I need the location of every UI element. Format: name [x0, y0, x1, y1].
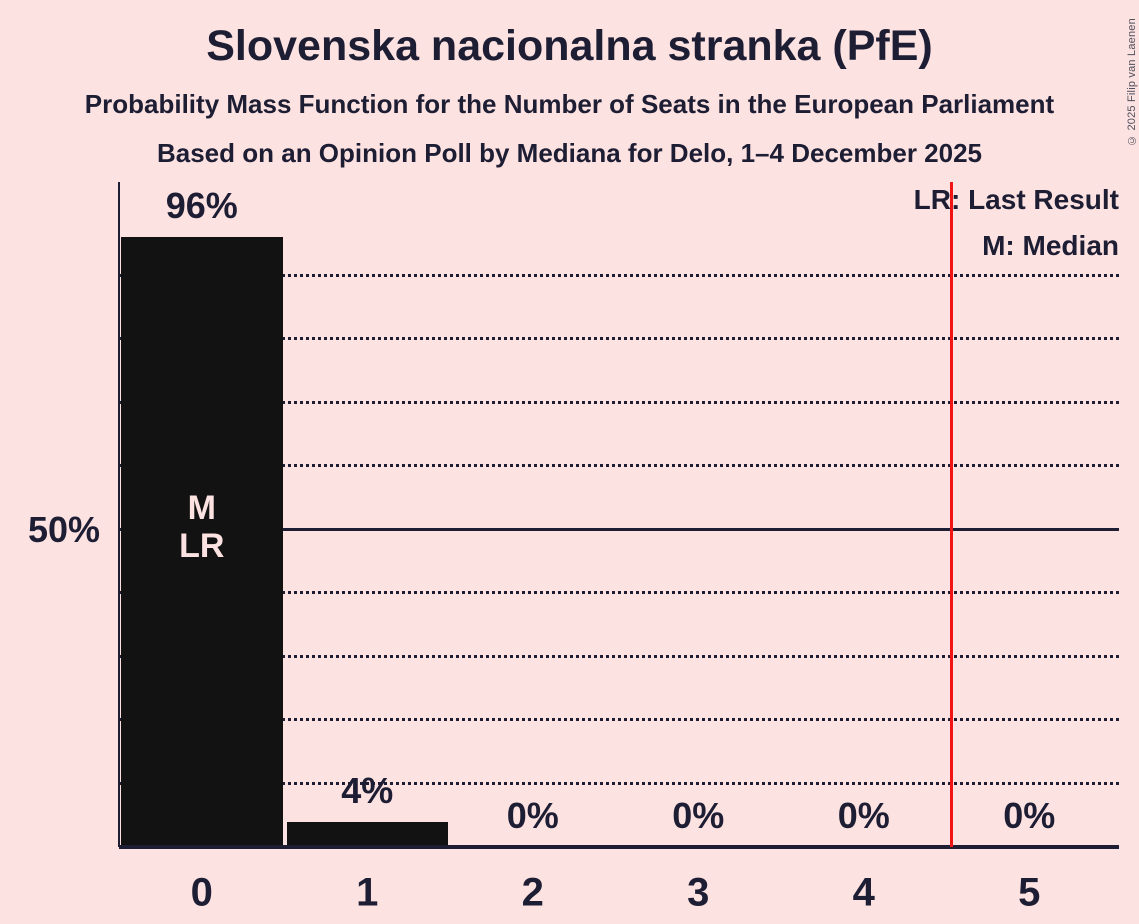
gridline-30pct	[119, 654, 1119, 658]
legend-median-label: M: Median	[982, 230, 1119, 261]
bar-seats-0	[121, 237, 283, 847]
bar-value-label-2: 0%	[506, 795, 559, 836]
bar-0-median-lastresult-labels: M LR	[119, 489, 285, 565]
last-result-marker-label: LR	[179, 527, 225, 565]
subtitle-pmf: Probability Mass Function for the Number…	[84, 89, 1055, 119]
gridline-60pct	[119, 464, 1119, 467]
last-result-line	[949, 182, 953, 847]
median-marker-label: M	[187, 489, 216, 527]
x-tick-label-4: 4	[852, 870, 875, 915]
x-tick-label-0: 0	[190, 870, 213, 915]
x-axis-line	[119, 845, 1119, 849]
x-tick-label-2: 2	[521, 870, 544, 915]
x-tick-label-1: 1	[356, 870, 379, 915]
legend-last-result-label: LR: Last Result	[913, 184, 1119, 215]
bar-value-label-5: 0%	[1003, 795, 1056, 836]
y-axis-50-label: 50%	[27, 509, 100, 550]
page-title: Slovenska nacionalna stranka (PfE)	[206, 22, 933, 70]
subtitle-poll-source: Based on an Opinion Poll by Mediana for …	[156, 138, 983, 168]
bar-value-label-0: 96%	[165, 185, 238, 227]
bar-value-label-1: 4%	[341, 769, 394, 811]
gridline-20pct	[119, 718, 1119, 721]
bar-seats-1	[286, 821, 448, 847]
gridline-10pct	[119, 781, 1119, 785]
x-tick-label-5: 5	[1018, 870, 1041, 915]
gridline-40pct	[119, 591, 1119, 594]
gridline-80pct	[119, 337, 1119, 340]
y-axis-line	[118, 182, 120, 847]
legend: LR: Last Result M: Median	[914, 184, 1119, 262]
gridline-70pct	[119, 400, 1119, 404]
x-tick-label-3: 3	[687, 870, 710, 915]
gridline-50pct	[119, 527, 1119, 531]
copyright-note: © 2025 Filip van Laenen	[1126, 18, 1138, 146]
bar-value-label-4: 0%	[837, 795, 890, 836]
bar-value-label-3: 0%	[672, 795, 725, 836]
gridline-90pct	[119, 273, 1119, 277]
